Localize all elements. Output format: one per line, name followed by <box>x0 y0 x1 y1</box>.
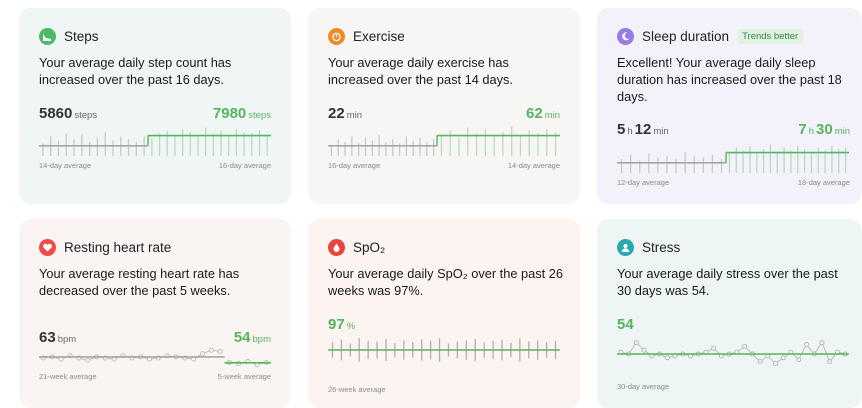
data-point <box>208 347 214 353</box>
data-point <box>111 356 117 362</box>
current-average-value: 7 h 30 min <box>798 121 850 138</box>
average-value: 97% <box>328 316 356 333</box>
stress-line <box>620 341 846 365</box>
shoe-icon <box>39 27 56 45</box>
card-description: Your average daily exercise has increase… <box>328 55 513 87</box>
average-label: 30-day average <box>617 382 670 391</box>
data-point <box>803 342 809 347</box>
data-point <box>217 348 223 354</box>
stress-line-chart <box>617 340 849 366</box>
card-description: Your average daily stress over the past … <box>617 266 838 298</box>
data-point <box>633 340 639 346</box>
data-point <box>773 361 779 366</box>
face-icon <box>617 238 634 256</box>
previous-average-label: 14-day average <box>39 161 92 170</box>
data-point <box>200 351 206 357</box>
drop-icon <box>328 238 345 256</box>
stress-card[interactable]: Stress Your average daily stress over th… <box>597 219 862 408</box>
heart-icon <box>39 238 56 256</box>
sleep-bar-chart <box>617 144 849 173</box>
average-label: 26-week average <box>328 385 386 394</box>
card-description: Excellent! Your average daily sleep dura… <box>617 55 842 104</box>
data-point <box>757 359 763 365</box>
card-title: Resting heart rate <box>64 239 172 255</box>
previous-average-value: 5860 steps <box>39 105 98 122</box>
current-average-label: 18-day average <box>797 178 850 187</box>
current-average-value: 62 min <box>526 105 560 122</box>
data-point <box>819 340 825 346</box>
current-average-label: 16-day average <box>218 161 271 170</box>
data-point <box>641 347 647 353</box>
card-title: Exercise <box>353 28 405 44</box>
previous-average-value: 63 bpm <box>39 329 77 346</box>
card-title: Sleep duration <box>642 28 730 44</box>
trend-badge: Trends better <box>737 28 804 44</box>
card-description: Your average resting heart rate has decr… <box>39 266 240 298</box>
average-value: 54 <box>617 316 634 333</box>
previous-average-label: 21-week average <box>39 372 97 381</box>
resting-heart-rate-card[interactable]: Resting heart rate Your average resting … <box>19 219 291 408</box>
data-point <box>780 355 786 361</box>
spo2-bar-chart <box>328 338 560 362</box>
card-description: Your average daily step count has increa… <box>39 55 232 87</box>
exercise-card[interactable]: Exercise Your average daily exercise has… <box>308 8 580 204</box>
data-point <box>58 356 64 362</box>
data-point <box>711 345 717 351</box>
data-point <box>742 343 748 349</box>
card-title: SpO₂ <box>353 239 386 255</box>
current-average-value: 7980 steps <box>212 105 271 122</box>
previous-average-label: 16-day average <box>328 161 381 170</box>
moon-icon <box>617 27 634 45</box>
data-point <box>85 357 91 363</box>
previous-average-value: 22 min <box>328 105 362 122</box>
current-average-value: 54 bpm <box>233 329 271 346</box>
data-point <box>664 355 670 361</box>
card-description: Your average daily SpO₂ over the past 26… <box>328 266 563 298</box>
spo2-card[interactable]: SpO₂ Your average daily SpO₂ over the pa… <box>308 219 580 408</box>
sleep-duration-card[interactable]: Sleep duration Trends better Excellent! … <box>597 8 862 204</box>
current-average-label: 14-day average <box>507 161 560 170</box>
steps-bar-chart <box>39 127 271 156</box>
heart-rate-line-chart <box>39 347 271 368</box>
card-title: Steps <box>64 28 99 44</box>
data-point <box>796 357 802 363</box>
data-point <box>827 359 833 365</box>
card-title: Stress <box>642 239 681 255</box>
steps-card[interactable]: Steps Your average daily step count has … <box>19 8 291 204</box>
exercise-bar-chart <box>328 126 560 156</box>
timer-icon <box>328 27 345 45</box>
data-point <box>146 356 152 362</box>
data-point <box>191 356 197 362</box>
previous-average-value: 5 h 12 min <box>617 121 669 138</box>
current-average-label: 5-week average <box>217 372 271 381</box>
previous-average-label: 12-day average <box>617 178 670 187</box>
